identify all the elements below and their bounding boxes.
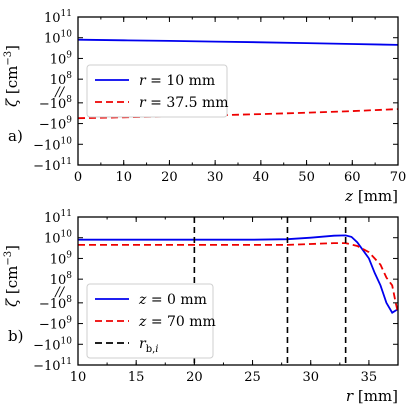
y-tick-label-neg: −1011	[33, 157, 72, 174]
y-tick-label-neg: −1011	[33, 357, 72, 374]
legend-box	[86, 283, 214, 359]
panel-a: 0 10 20 30 40 50 60 70 1011 1010 109 108 −108 −109 −10…	[3, 9, 406, 205]
y-tick-label-pos: 1011	[44, 9, 72, 26]
y-tick-label-pos: 1010	[44, 30, 72, 47]
axis-break-mark: //	[53, 85, 65, 100]
y-tick-label-neg: −109	[39, 116, 72, 133]
x-axis-label: z [mm]	[344, 187, 398, 205]
y-tick-label-pos: 108	[50, 71, 73, 88]
legend: z = 0 mm z = 70 mm rb,i	[86, 283, 216, 359]
x-tick-label: 10	[115, 170, 132, 185]
x-tick-label: 30	[207, 170, 224, 185]
x-tick-label: 20	[186, 370, 203, 385]
x-tick-label: 15	[128, 370, 145, 385]
legend-entry: r = 10 mm	[139, 73, 215, 89]
y-axis-label: ζ [cm−3]	[3, 45, 21, 107]
y-tick-label-neg: −108	[39, 295, 72, 312]
x-tick-label: 40	[253, 170, 270, 185]
series-line-0	[78, 38, 398, 46]
panel-label: a)	[8, 127, 23, 145]
x-axis-label: r [mm]	[346, 387, 398, 405]
x-tick-label: 30	[302, 370, 319, 385]
y-tick-label-pos: 1011	[44, 209, 72, 226]
x-tick-label: 50	[298, 170, 315, 185]
y-tick-label-pos: 108	[50, 271, 73, 288]
legend-entry: rb,i	[139, 336, 159, 355]
y-tick-label-neg: −1010	[33, 136, 72, 153]
x-tick-label: 25	[244, 370, 261, 385]
x-tick-label: 10	[70, 370, 87, 385]
legend-entry: z = 70 mm	[138, 314, 216, 330]
x-tick-label: 0	[74, 170, 82, 185]
plot-area	[78, 38, 398, 120]
y-tick-label-neg: −108	[39, 95, 72, 112]
y-tick-label-pos: 109	[50, 250, 73, 267]
x-tick-label: 35	[361, 370, 378, 385]
x-tick-label: 70	[390, 170, 407, 185]
x-tick-label: 60	[344, 170, 361, 185]
legend-box	[86, 64, 228, 118]
y-tick-label-pos: 1010	[44, 230, 72, 247]
legend-entry: z = 0 mm	[138, 292, 207, 308]
y-tick-label-pos: 109	[50, 50, 73, 67]
axes-frame	[77, 216, 399, 366]
panel-b: 10 15 20 25 30 35 1011 1010 109 108 −108 −109 −1010 −…	[3, 209, 399, 405]
y-axis-label: ζ [cm−3]	[3, 245, 21, 307]
axis-break-mark: //	[53, 285, 65, 300]
series-line-1	[78, 242, 398, 313]
legend: r = 10 mm r = 37.5 mm	[86, 64, 229, 118]
y-tick-label-neg: −1010	[33, 336, 72, 353]
x-tick-label: 20	[161, 170, 178, 185]
y-tick-label-neg: −109	[39, 316, 72, 333]
series-line-0	[78, 234, 398, 314]
legend-entry: r = 37.5 mm	[139, 95, 229, 111]
series-line-1	[78, 108, 398, 120]
panel-label: b)	[8, 327, 23, 345]
